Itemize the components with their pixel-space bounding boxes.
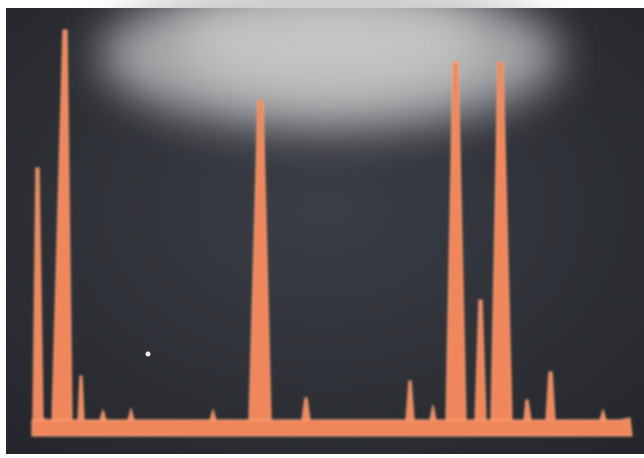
baseline: [31, 417, 633, 437]
small-peaks: [99, 404, 607, 421]
peak: [77, 375, 85, 421]
glow-core: [180, 0, 480, 95]
peak: [474, 299, 487, 421]
trace: [31, 29, 633, 437]
peak: [248, 99, 272, 421]
peak: [523, 399, 532, 421]
peak: [32, 167, 44, 421]
peak: [51, 29, 73, 421]
peak: [545, 371, 556, 421]
peak: [301, 397, 311, 421]
peak: [405, 380, 415, 421]
speck: [145, 351, 151, 357]
peak: [490, 61, 513, 421]
peak: [445, 61, 467, 421]
